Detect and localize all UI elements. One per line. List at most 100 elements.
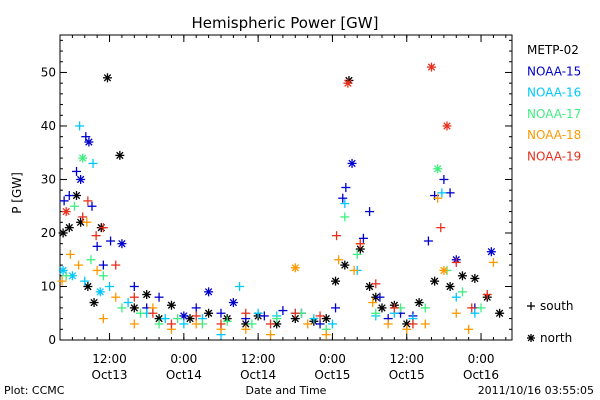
y-tick-label: 10 (41, 279, 56, 293)
data-point-south (91, 231, 101, 241)
data-point-south (154, 292, 164, 302)
data-point-south (445, 188, 455, 198)
data-point-south (160, 314, 170, 324)
x-tick-date: Oct14 (166, 368, 202, 382)
data-point-north (89, 298, 99, 308)
data-point-south (117, 303, 127, 313)
data-point-south (389, 303, 399, 313)
x-tick-time: 0:00 (468, 352, 495, 366)
data-point-north (142, 290, 152, 300)
data-point-north (58, 265, 68, 275)
data-point-north (58, 228, 68, 238)
data-point-south (129, 292, 139, 302)
data-point-south (247, 319, 257, 329)
data-point-north (321, 314, 331, 324)
data-point-south (123, 298, 133, 308)
data-point-south (355, 239, 365, 249)
data-point-north (331, 276, 341, 286)
data-point-north (117, 239, 127, 249)
data-point-south (241, 308, 251, 318)
data-point-south (129, 319, 139, 329)
marker-legend-item: north (527, 331, 572, 345)
data-point-south (106, 236, 116, 246)
data-point-north (442, 121, 452, 131)
data-point-north (61, 207, 71, 217)
data-point-south (216, 319, 226, 329)
data-point-south (235, 281, 245, 291)
data-point-south (78, 212, 88, 222)
data-point-north (95, 287, 105, 297)
data-point-north (433, 164, 443, 174)
data-point-south (216, 308, 226, 318)
x-tick-date: Oct15 (314, 368, 350, 382)
y-tick-label: 30 (41, 172, 56, 186)
data-point-south (86, 255, 96, 265)
series-noaa-17 (61, 153, 486, 334)
x-tick-time: 0:00 (170, 352, 197, 366)
data-point-south (408, 319, 418, 329)
data-point-south (420, 303, 430, 313)
data-point-south (92, 241, 102, 251)
data-point-south (259, 311, 269, 321)
data-point-south (467, 303, 477, 313)
data-point-north (414, 298, 424, 308)
chart-title: Hemispheric Power [GW] (192, 14, 379, 32)
data-point-south (437, 188, 447, 198)
data-point-south (321, 330, 331, 340)
data-point-south (191, 311, 201, 321)
data-point-south (464, 324, 474, 334)
data-point-south (266, 330, 276, 340)
data-point-north (290, 263, 300, 273)
data-point-south (476, 303, 486, 313)
y-tick-label: 20 (41, 226, 56, 240)
data-point-south (92, 265, 102, 275)
data-point-south (191, 303, 201, 313)
data-point-north (439, 265, 449, 275)
y-tick-label: 40 (41, 119, 56, 133)
data-point-north (78, 153, 88, 163)
data-point-south (334, 255, 344, 265)
data-point-north (430, 276, 440, 286)
data-point-south (173, 314, 183, 324)
series-noaa-15 (59, 132, 496, 329)
data-point-south (191, 319, 201, 329)
data-point-south (278, 306, 288, 316)
data-point-south (375, 292, 385, 302)
data-point-north (347, 158, 357, 168)
data-point-south (59, 196, 69, 206)
y-tick-label: 50 (41, 65, 56, 79)
series-noaa-18 (57, 193, 498, 340)
data-point-south (383, 319, 393, 329)
x-tick-time: 12:00 (241, 352, 276, 366)
data-point-south (82, 217, 92, 227)
data-point-south (332, 231, 342, 241)
data-point-south (338, 193, 348, 203)
data-point-south (166, 319, 176, 329)
data-point-south (368, 298, 378, 308)
data-point-south (290, 308, 300, 318)
data-point-north (83, 281, 93, 291)
x-tick-date: Oct14 (240, 368, 276, 382)
data-point-south (341, 183, 351, 192)
data-point-south (433, 193, 443, 203)
x-axis-label: Date and Time (246, 384, 327, 397)
x-tick-time: 12:00 (92, 352, 127, 366)
legend-item: NOAA-15 (527, 64, 581, 78)
data-point-south (315, 319, 325, 329)
legend-item: METP-02 (527, 43, 579, 57)
data-point-south (69, 201, 79, 211)
data-point-south (154, 319, 164, 329)
data-point-north (377, 303, 387, 313)
data-point-south (253, 308, 263, 318)
data-point-south (371, 308, 381, 318)
data-point-north (64, 223, 74, 233)
data-point-north (486, 247, 496, 257)
y-tick-label: 0 (48, 333, 56, 347)
data-point-south (470, 308, 480, 318)
data-point-south (80, 276, 90, 286)
legend: METP-02 NOAA-15 NOAA-16 NOAA-17 NOAA-18 NOAA-… (527, 43, 581, 164)
x-tick-date: Oct15 (389, 368, 425, 382)
data-point-north (290, 314, 300, 324)
marker-legend-label: north (540, 331, 572, 345)
